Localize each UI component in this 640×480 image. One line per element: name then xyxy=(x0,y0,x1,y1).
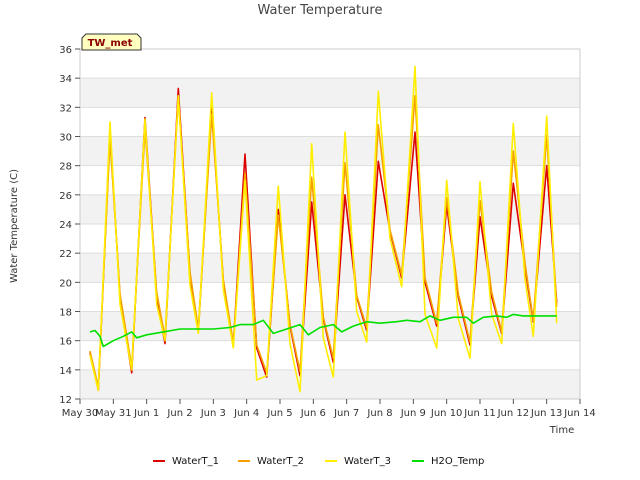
y-tick-label: 32 xyxy=(59,103,72,114)
badge-box xyxy=(81,33,142,51)
badge-label: TW_met xyxy=(88,38,133,49)
chart-title: Water Temperature xyxy=(258,3,383,18)
y-tick-label: 22 xyxy=(59,249,72,260)
x-tick-label: Jun 7 xyxy=(333,408,359,419)
y-tick-label: 20 xyxy=(59,278,72,289)
y-tick-label: 36 xyxy=(59,45,72,56)
band xyxy=(80,136,580,166)
x-tick-label: Jun 9 xyxy=(400,408,426,419)
x-tick-label: Jun 14 xyxy=(563,408,596,419)
band xyxy=(80,369,580,399)
legend-label: WaterT_1 xyxy=(172,456,219,467)
x-tick-label: May 30 xyxy=(62,408,99,419)
x-tick-label: May 31 xyxy=(95,408,132,419)
x-tick-label: Jun 2 xyxy=(166,408,192,419)
legend-label: WaterT_3 xyxy=(344,456,391,467)
y-tick-label: 14 xyxy=(59,366,72,377)
y-tick-label: 18 xyxy=(59,308,72,319)
x-tick-label: Jun 8 xyxy=(366,408,392,419)
y-axis-ticks: 12 14 16 18 20 22 24 26 28 30 32 34 36 xyxy=(59,45,80,406)
band xyxy=(80,78,580,108)
band xyxy=(80,253,580,283)
x-tick-label: Jun 10 xyxy=(430,408,463,419)
series-line-h2o_temp xyxy=(89,313,557,348)
tw-met-badge: TW_met xyxy=(81,33,142,51)
y-tick-label: 24 xyxy=(59,220,72,231)
y-tick-label: 34 xyxy=(59,74,72,85)
legend-label: WaterT_2 xyxy=(257,456,304,467)
x-axis-label: Time xyxy=(549,425,574,436)
series-line-watert_3 xyxy=(89,65,558,393)
x-tick-label: Jun 6 xyxy=(300,408,326,419)
legend-label: H2O_Temp xyxy=(431,456,484,467)
series-lines xyxy=(89,65,558,393)
x-tick-label: Jun 12 xyxy=(497,408,530,419)
band xyxy=(80,194,580,224)
y-tick-label: 30 xyxy=(59,133,72,144)
x-tick-label: Jun 11 xyxy=(463,408,496,419)
x-tick-label: Jun 4 xyxy=(233,408,259,419)
x-tick-label: Jun 1 xyxy=(133,408,159,419)
y-axis-label: Water Temperature (C) xyxy=(9,169,20,283)
x-tick-label: Jun 13 xyxy=(530,408,563,419)
x-tick-label: Jun 5 xyxy=(266,408,292,419)
x-tick-label: Jun 3 xyxy=(200,408,226,419)
series-line-watert_1 xyxy=(89,87,558,392)
y-tick-label: 16 xyxy=(59,337,72,348)
legend: WaterT_1 WaterT_2 WaterT_3 H2O_Temp xyxy=(153,456,484,467)
y-tick-label: 26 xyxy=(59,191,72,202)
y-tick-label: 28 xyxy=(59,162,72,173)
y-tick-label: 12 xyxy=(59,395,72,406)
